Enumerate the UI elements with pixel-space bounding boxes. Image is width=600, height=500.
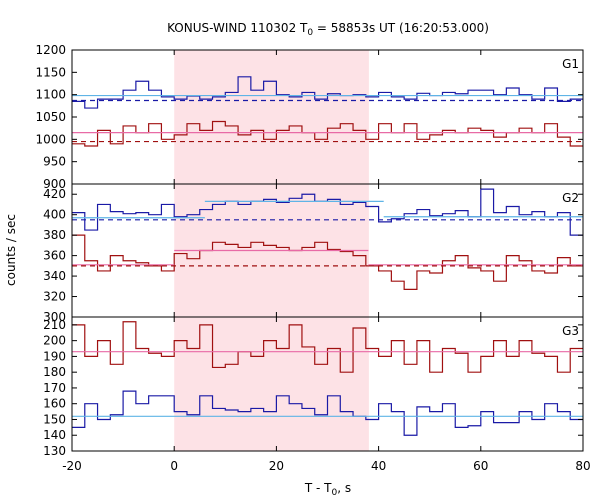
- panel-g3-frame: [71, 316, 584, 452]
- panel-g2-series-0: [72, 188, 583, 236]
- y-tick-label: 400: [43, 208, 66, 222]
- y-tick-label: 380: [43, 228, 66, 242]
- panel-label-g3: G3: [562, 324, 579, 338]
- y-tick-label: 200: [43, 334, 66, 348]
- panel-g3-series-0: [72, 390, 583, 436]
- y-tick-label: 1000: [35, 132, 66, 146]
- y-tick-label: 180: [43, 365, 66, 379]
- panel-g3-series-2: [72, 321, 583, 373]
- x-tick-label: 40: [371, 459, 386, 473]
- panel-label-g1: G1: [562, 57, 579, 71]
- panel-g1-series-3: [72, 120, 583, 147]
- x-tick-label: 60: [473, 459, 488, 473]
- y-tick-label: 420: [43, 187, 66, 201]
- panel-g2-series-5: [72, 234, 583, 290]
- y-tick-label: 1050: [35, 110, 66, 124]
- y-tick-label: 140: [43, 428, 66, 442]
- y-tick-label: 300: [43, 310, 66, 324]
- x-tick-label: 0: [170, 459, 178, 473]
- y-tick-label: 210: [43, 318, 66, 332]
- y-tick-label: 190: [43, 349, 66, 363]
- y-tick-label: 1200: [35, 43, 66, 57]
- y-tick-label: 130: [43, 444, 66, 458]
- y-axis-title: counts / sec: [4, 214, 18, 286]
- y-tick-label: 1150: [35, 65, 66, 79]
- y-tick-label: 320: [43, 290, 66, 304]
- y-tick-label: 360: [43, 249, 66, 263]
- y-tick-label: 170: [43, 381, 66, 395]
- x-axis-title: T - T0, s: [304, 481, 351, 498]
- y-tick-label: 340: [43, 269, 66, 283]
- panel-label-g2: G2: [562, 191, 579, 205]
- y-tick-label: 950: [43, 155, 66, 169]
- y-tick-label: 150: [43, 412, 66, 426]
- x-tick-label: -20: [62, 459, 82, 473]
- y-tick-label: 1100: [35, 88, 66, 102]
- x-tick-label: 20: [269, 459, 284, 473]
- chart-title: KONUS-WIND 110302 T0 = 58853s UT (16:20:…: [167, 21, 489, 38]
- y-tick-label: 160: [43, 397, 66, 411]
- x-tick-label: 80: [575, 459, 590, 473]
- y-tick-label: 900: [43, 177, 66, 191]
